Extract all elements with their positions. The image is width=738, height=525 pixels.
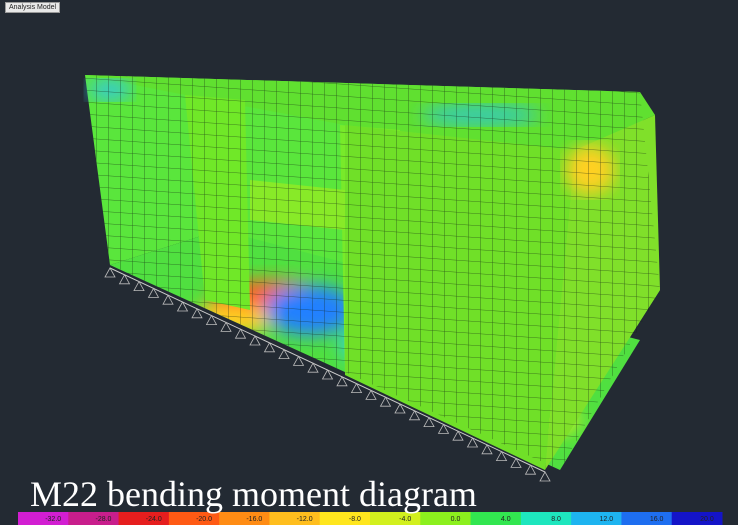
legend-label: -8.0	[349, 516, 361, 523]
view-tab[interactable]: Analysis Model	[5, 2, 60, 13]
support	[540, 472, 550, 481]
legend-label: -32.0	[45, 516, 61, 523]
legend-label: -20.0	[196, 516, 212, 523]
legend-label: -12.0	[297, 516, 313, 523]
legend-swatch	[571, 512, 622, 525]
legend-label: 12.0	[600, 516, 614, 523]
legend-label: 8.0	[551, 516, 561, 523]
legend-label: 16.0	[650, 516, 664, 523]
legend-swatch	[521, 512, 572, 525]
mesh	[85, 75, 660, 470]
legend-label: 20.0	[700, 516, 714, 523]
model	[85, 75, 660, 481]
legend-label: -4.0	[399, 516, 411, 523]
model-view: -32.0 -28.0 -24.0 -20.0 -16.0 -12.0 -8.0 -4.0 0.…	[0, 0, 738, 525]
legend-label: 0.0	[451, 516, 461, 523]
legend-label: -24.0	[146, 516, 162, 523]
screen: -32.0 -28.0 -24.0 -20.0 -16.0 -12.0 -8.0 -4.0 0.…	[0, 0, 738, 525]
legend-swatch	[471, 512, 522, 525]
legend-swatch	[672, 512, 723, 525]
legend-swatch	[621, 512, 672, 525]
legend-label: -16.0	[246, 516, 262, 523]
legend-label: 4.0	[501, 516, 511, 523]
legend-label: -28.0	[96, 516, 112, 523]
caption: M22 bending moment diagram	[30, 474, 477, 514]
